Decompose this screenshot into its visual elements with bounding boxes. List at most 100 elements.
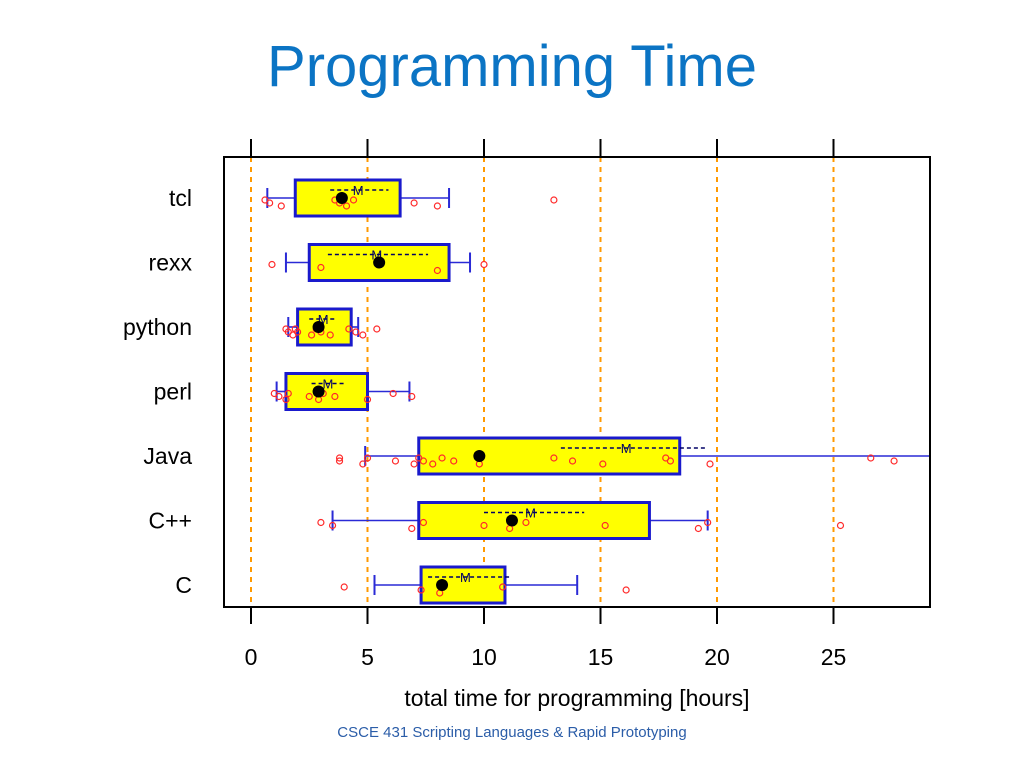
iqr-box — [417, 501, 651, 540]
median-dot — [436, 579, 449, 591]
category-label-c: C — [175, 572, 192, 598]
iqr-box — [417, 436, 682, 476]
data-point — [429, 460, 437, 468]
median-dot — [473, 450, 486, 462]
data-point — [480, 521, 488, 530]
data-point — [282, 395, 290, 404]
data-point — [408, 524, 416, 533]
data-point — [550, 454, 558, 462]
data-point — [410, 460, 418, 468]
series-python: M — [282, 307, 381, 347]
series-rexx: M — [268, 243, 488, 282]
data-point — [363, 454, 372, 462]
mean-marker: M — [371, 248, 382, 263]
data-point — [275, 392, 283, 401]
tick-label-15: 15 — [588, 644, 614, 670]
mean-marker: M — [460, 570, 471, 585]
data-point — [867, 454, 875, 462]
data-point — [326, 331, 334, 339]
data-point — [499, 583, 507, 591]
data-point — [419, 457, 428, 465]
data-point — [359, 331, 367, 339]
data-point — [305, 392, 313, 401]
series-tcl: M — [261, 178, 558, 218]
category-label-rexx: rexx — [149, 250, 193, 276]
category-label-perl: perl — [154, 379, 192, 405]
data-point — [417, 586, 425, 594]
series-layer: M M M M M M M — [261, 178, 930, 605]
data-point — [277, 202, 285, 210]
data-point — [389, 389, 397, 398]
data-point — [410, 199, 418, 207]
median-dot — [312, 321, 325, 333]
axis-layer: 0 5 10 15 20 25 — [245, 139, 847, 670]
iqr-box — [419, 565, 507, 605]
footer-text: CSCE 431 Scripting Languages & Rapid Pro… — [337, 724, 687, 741]
tick-label-10: 10 — [471, 644, 497, 670]
data-point — [294, 328, 302, 336]
data-point — [373, 325, 381, 333]
mean-marker: M — [621, 441, 632, 456]
median-dot — [312, 385, 325, 398]
x-axis-label: total time for programming [hours] — [404, 685, 749, 711]
data-point — [704, 518, 712, 527]
data-point — [450, 457, 458, 465]
data-point — [706, 460, 714, 468]
data-point — [622, 586, 630, 594]
category-label-cpp: C++ — [149, 508, 192, 534]
data-point — [317, 518, 325, 527]
data-point — [342, 202, 351, 210]
category-label-python: python — [123, 314, 192, 340]
tick-label-20: 20 — [704, 644, 730, 670]
category-label-tcl: tcl — [169, 185, 192, 211]
data-point — [335, 454, 344, 462]
slide-title: Programming Time — [267, 34, 757, 99]
data-point — [599, 460, 607, 468]
series-java: M — [335, 436, 930, 476]
data-point — [328, 521, 337, 530]
data-point — [284, 389, 292, 398]
data-point — [391, 457, 400, 465]
median-dot — [505, 514, 518, 527]
data-point — [694, 524, 702, 533]
median-dot — [335, 192, 348, 204]
data-point — [438, 454, 446, 462]
category-label-java: Java — [143, 443, 192, 469]
tick-label-0: 0 — [245, 644, 258, 670]
data-point — [317, 263, 325, 272]
data-point — [340, 583, 348, 591]
data-point — [408, 392, 416, 401]
data-point — [345, 325, 353, 333]
data-point — [363, 395, 372, 404]
data-point — [433, 202, 441, 210]
data-point — [352, 328, 360, 336]
boxplot-chart: M M M M M M M 0 5 10 15 20 25 tcl rexx python perl Java… — [123, 139, 931, 711]
data-point — [480, 260, 488, 269]
data-point — [550, 196, 558, 204]
tick-label-25: 25 — [821, 644, 847, 670]
mean-marker: M — [353, 183, 364, 198]
series-cpp: M — [317, 501, 845, 540]
category-labels: tcl rexx python perl Java C++ C — [123, 185, 193, 598]
data-point — [433, 266, 441, 275]
data-point — [419, 518, 428, 527]
data-point — [359, 460, 367, 468]
data-point — [666, 457, 675, 465]
data-point — [568, 457, 577, 465]
data-point — [307, 331, 316, 339]
data-point — [335, 457, 344, 465]
series-c: M — [340, 565, 630, 605]
plot-frame — [223, 156, 931, 608]
data-point — [266, 199, 274, 207]
series-perl: M — [270, 372, 416, 411]
data-point — [349, 196, 358, 204]
data-point — [890, 457, 898, 465]
mean-marker: M — [322, 377, 333, 392]
data-point — [601, 521, 609, 530]
data-point — [836, 521, 845, 530]
tick-label-5: 5 — [361, 644, 374, 670]
mean-marker: M — [318, 312, 329, 327]
data-point — [331, 392, 339, 401]
median-dot — [373, 256, 386, 269]
mean-marker: M — [525, 506, 536, 521]
